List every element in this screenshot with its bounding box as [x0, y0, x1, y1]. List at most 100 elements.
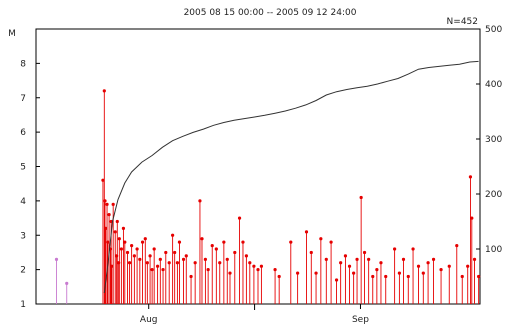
- event-point: [138, 257, 142, 261]
- event-point: [371, 274, 375, 279]
- event-point: [148, 254, 152, 258]
- event-point: [206, 268, 210, 272]
- left-tick-label: 1: [20, 300, 26, 310]
- event-point: [352, 271, 356, 275]
- event-point: [367, 257, 371, 261]
- event-point: [304, 230, 309, 234]
- event-point: [214, 247, 218, 251]
- event-point: [329, 240, 333, 244]
- event-point: [470, 216, 474, 220]
- right-tick-label: 400: [485, 80, 502, 90]
- event-point: [184, 254, 188, 258]
- event-point: [140, 240, 145, 244]
- left-tick-label: 4: [20, 197, 26, 207]
- event-point: [237, 216, 242, 220]
- event-point: [167, 261, 171, 265]
- event-point: [339, 261, 343, 265]
- event-point: [455, 243, 459, 248]
- event-point: [161, 268, 165, 272]
- event-point: [173, 250, 177, 255]
- event-point: [379, 261, 383, 265]
- right-tick-label: 200: [485, 190, 502, 200]
- event-point: [54, 257, 59, 261]
- event-point: [248, 261, 252, 265]
- event-point: [203, 257, 208, 261]
- axes-layer: 1 2 3 4 5 6 7 8 100 200 300 400 500 Aug Sep: [20, 25, 502, 325]
- event-point: [115, 219, 119, 224]
- event-point: [273, 268, 277, 272]
- event-point: [177, 240, 182, 244]
- event-point: [155, 264, 160, 268]
- event-point: [158, 257, 162, 261]
- event-point: [289, 240, 293, 244]
- left-tick-label: 6: [20, 128, 26, 138]
- event-point: [384, 274, 388, 279]
- event-point: [477, 274, 481, 279]
- event-point: [334, 278, 339, 282]
- event-point: [103, 199, 107, 203]
- event-point: [426, 261, 430, 265]
- event-point: [123, 240, 127, 244]
- cumulative-count-line: [103, 60, 479, 294]
- event-point: [397, 271, 401, 275]
- event-point: [145, 261, 149, 265]
- event-point: [244, 254, 248, 258]
- event-point: [277, 274, 281, 279]
- event-point: [218, 261, 222, 265]
- right-tick-label: 500: [485, 25, 502, 35]
- event-point: [150, 268, 154, 272]
- cumulative-layer: [103, 60, 479, 294]
- event-point: [152, 247, 156, 251]
- event-point: [127, 261, 132, 265]
- event-point: [101, 178, 105, 182]
- event-point: [175, 261, 179, 265]
- date-range-subtitle: 2005 08 15 00:00 -- 2005 09 12 24:00: [184, 8, 357, 18]
- event-point: [468, 175, 473, 179]
- event-point: [296, 271, 300, 275]
- event-point: [252, 264, 256, 268]
- event-point: [472, 257, 477, 261]
- event-point: [416, 264, 421, 268]
- event-point: [460, 274, 464, 279]
- event-point: [135, 247, 139, 251]
- event-point: [111, 202, 115, 206]
- event-point: [241, 240, 245, 244]
- event-point: [115, 254, 119, 258]
- event-point: [233, 250, 237, 255]
- event-point: [466, 264, 470, 268]
- event-point: [200, 237, 204, 241]
- event-point: [105, 202, 109, 206]
- event-point: [401, 257, 406, 261]
- event-point: [421, 271, 425, 275]
- event-point: [256, 268, 260, 272]
- event-point: [130, 243, 134, 248]
- event-point: [324, 257, 328, 261]
- event-point: [259, 264, 264, 268]
- event-point: [181, 257, 186, 261]
- event-point: [107, 213, 111, 217]
- event-point: [439, 268, 443, 272]
- event-point: [113, 230, 117, 234]
- left-tick-label: 5: [20, 163, 26, 173]
- left-tick-label: 3: [20, 231, 26, 241]
- left-axis-label: M: [8, 29, 16, 39]
- event-point: [411, 247, 415, 251]
- event-point: [309, 250, 313, 255]
- x-tick-label: Aug: [140, 315, 158, 325]
- event-point: [210, 243, 214, 248]
- event-point: [343, 254, 348, 258]
- event-point: [164, 250, 168, 255]
- left-tick-label: 7: [20, 94, 26, 104]
- event-point: [110, 264, 114, 268]
- event-point: [102, 89, 106, 93]
- event-point: [132, 254, 136, 258]
- event-point: [117, 261, 121, 265]
- event-point: [406, 274, 410, 279]
- event-point: [106, 240, 110, 244]
- event-point: [447, 264, 451, 268]
- event-point: [222, 240, 226, 244]
- event-point: [193, 261, 197, 265]
- event-point: [189, 274, 193, 279]
- left-tick-label: 2: [20, 266, 26, 276]
